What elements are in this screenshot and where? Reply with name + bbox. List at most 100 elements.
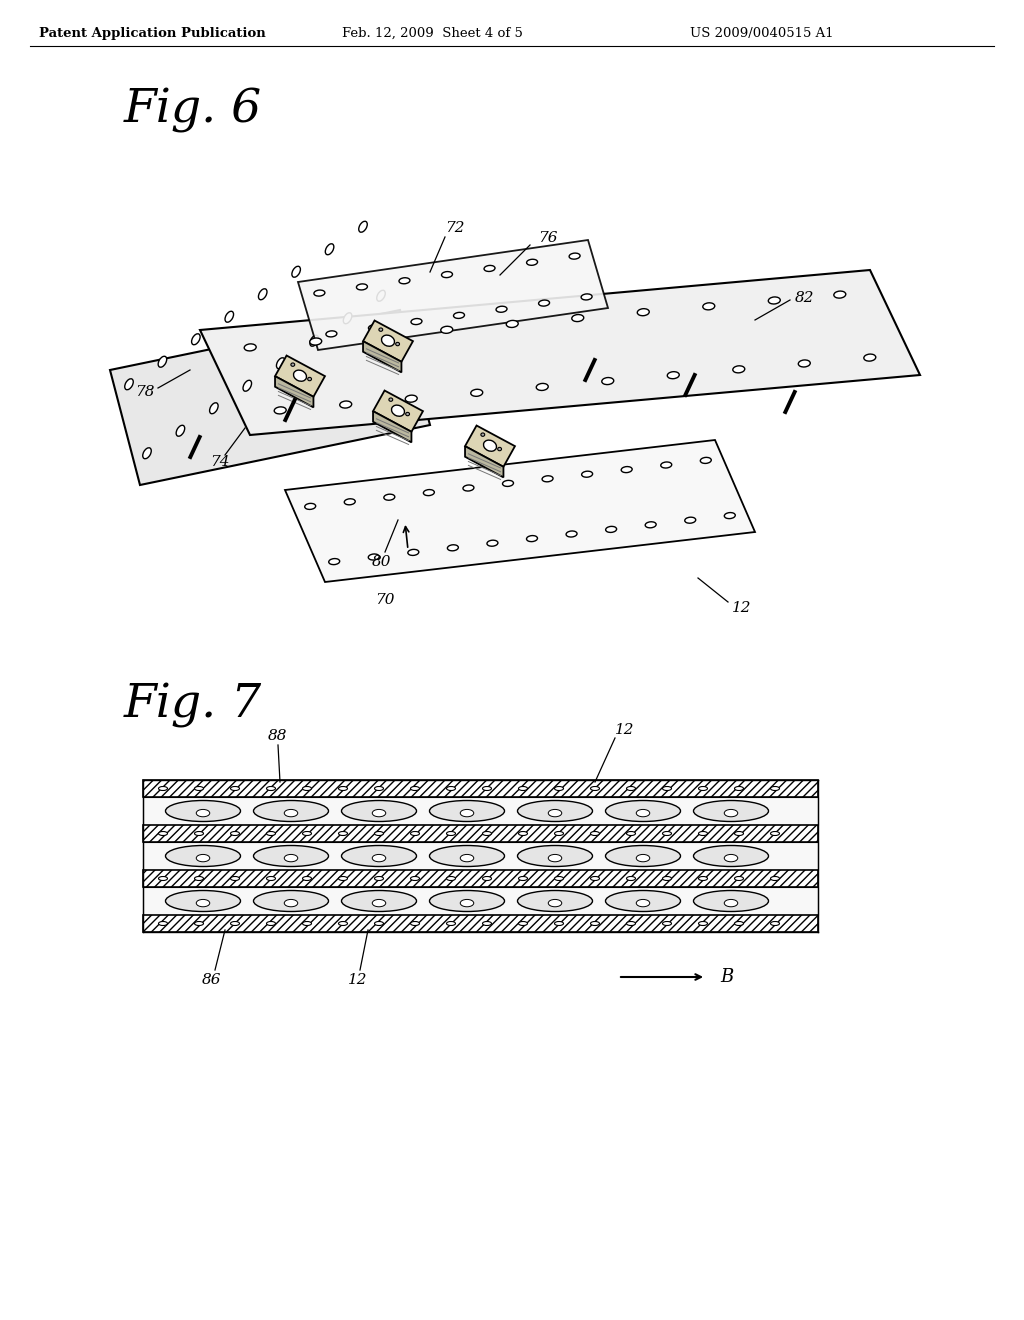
Ellipse shape	[460, 899, 474, 907]
Ellipse shape	[454, 313, 465, 318]
Ellipse shape	[411, 876, 420, 880]
Ellipse shape	[548, 854, 562, 862]
Ellipse shape	[460, 809, 474, 817]
Polygon shape	[373, 411, 412, 442]
Ellipse shape	[663, 832, 672, 836]
Polygon shape	[275, 376, 313, 408]
Polygon shape	[275, 355, 325, 397]
Ellipse shape	[548, 899, 562, 907]
Ellipse shape	[195, 921, 204, 925]
Ellipse shape	[506, 321, 518, 327]
Ellipse shape	[483, 440, 497, 451]
Ellipse shape	[555, 921, 563, 925]
Ellipse shape	[309, 338, 322, 345]
Ellipse shape	[339, 876, 347, 880]
Ellipse shape	[482, 921, 492, 925]
Ellipse shape	[274, 407, 286, 414]
Polygon shape	[364, 341, 401, 372]
Polygon shape	[143, 825, 818, 842]
Ellipse shape	[195, 876, 204, 880]
Polygon shape	[465, 446, 504, 478]
Ellipse shape	[210, 403, 218, 413]
Ellipse shape	[375, 787, 384, 791]
Ellipse shape	[724, 854, 737, 862]
Polygon shape	[110, 310, 430, 484]
Ellipse shape	[733, 366, 744, 372]
Ellipse shape	[406, 412, 410, 416]
Ellipse shape	[377, 290, 385, 301]
Ellipse shape	[159, 876, 168, 880]
Ellipse shape	[591, 832, 599, 836]
Ellipse shape	[581, 294, 592, 300]
Polygon shape	[143, 887, 818, 915]
Ellipse shape	[591, 876, 599, 880]
Ellipse shape	[230, 876, 240, 880]
Ellipse shape	[326, 244, 334, 255]
Ellipse shape	[423, 490, 434, 495]
Ellipse shape	[864, 354, 876, 362]
Text: B: B	[720, 968, 733, 986]
Ellipse shape	[627, 787, 636, 791]
Ellipse shape	[266, 876, 275, 880]
Ellipse shape	[482, 832, 492, 836]
Text: 12: 12	[348, 973, 368, 987]
Ellipse shape	[373, 854, 386, 862]
Ellipse shape	[384, 494, 395, 500]
Ellipse shape	[373, 899, 386, 907]
Ellipse shape	[487, 540, 498, 546]
Ellipse shape	[358, 222, 368, 232]
Ellipse shape	[582, 471, 593, 478]
Ellipse shape	[526, 259, 538, 265]
Polygon shape	[298, 240, 608, 350]
Ellipse shape	[166, 891, 241, 912]
Ellipse shape	[685, 517, 695, 523]
Ellipse shape	[176, 425, 184, 436]
Ellipse shape	[339, 921, 347, 925]
Text: Feb. 12, 2009  Sheet 4 of 5: Feb. 12, 2009 Sheet 4 of 5	[342, 26, 522, 40]
Ellipse shape	[734, 876, 743, 880]
Ellipse shape	[446, 787, 456, 791]
Ellipse shape	[496, 306, 507, 313]
Ellipse shape	[399, 277, 410, 284]
Ellipse shape	[698, 787, 708, 791]
Text: 74: 74	[210, 455, 229, 469]
Ellipse shape	[517, 891, 593, 912]
Ellipse shape	[555, 832, 563, 836]
Ellipse shape	[344, 499, 355, 504]
Ellipse shape	[482, 876, 492, 880]
Ellipse shape	[622, 466, 632, 473]
Ellipse shape	[356, 284, 368, 290]
Ellipse shape	[276, 358, 285, 368]
Ellipse shape	[446, 876, 456, 880]
Ellipse shape	[834, 292, 846, 298]
Ellipse shape	[159, 921, 168, 925]
Ellipse shape	[195, 787, 204, 791]
Ellipse shape	[197, 854, 210, 862]
Ellipse shape	[537, 383, 548, 391]
Polygon shape	[143, 797, 818, 825]
Ellipse shape	[768, 297, 780, 304]
Ellipse shape	[391, 405, 404, 416]
Ellipse shape	[693, 891, 768, 912]
Ellipse shape	[548, 809, 562, 817]
Ellipse shape	[645, 521, 656, 528]
Polygon shape	[465, 425, 515, 467]
Text: 70: 70	[375, 593, 394, 607]
Ellipse shape	[724, 899, 737, 907]
Ellipse shape	[429, 800, 505, 821]
Ellipse shape	[555, 876, 563, 880]
Ellipse shape	[605, 891, 681, 912]
Ellipse shape	[373, 809, 386, 817]
Ellipse shape	[446, 832, 456, 836]
Ellipse shape	[566, 531, 578, 537]
Ellipse shape	[389, 397, 393, 401]
Ellipse shape	[734, 921, 743, 925]
Ellipse shape	[698, 832, 708, 836]
Ellipse shape	[518, 787, 527, 791]
Text: 72: 72	[445, 220, 465, 235]
Text: 78: 78	[135, 385, 155, 399]
Ellipse shape	[484, 265, 495, 272]
Ellipse shape	[471, 389, 482, 396]
Ellipse shape	[429, 891, 505, 912]
Ellipse shape	[660, 462, 672, 469]
